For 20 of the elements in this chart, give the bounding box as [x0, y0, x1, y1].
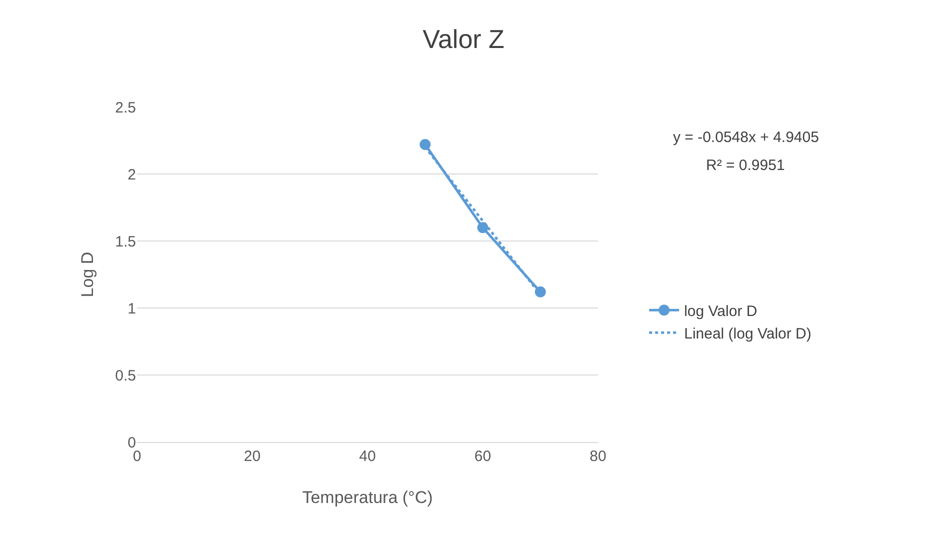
legend-label: Lineal (log Valor D) — [684, 326, 812, 342]
legend-label: log Valor D — [684, 303, 758, 320]
y-tick-label: 2.5 — [115, 99, 136, 116]
text: R² = 0.9951 — [706, 157, 785, 174]
y-axis-title: Log D — [78, 252, 97, 298]
y-tick-label: 0.5 — [115, 367, 136, 384]
x-tick-label: 60 — [474, 448, 492, 465]
y-tick-label: 1 — [128, 300, 136, 318]
text: y = -0.0548x + 4.9405 — [673, 129, 819, 146]
y-tick-label: 1.5 — [115, 233, 136, 250]
y-tick-label: 0 — [128, 434, 136, 452]
point — [534, 286, 546, 298]
x-tick-label: 40 — [359, 448, 376, 465]
point — [420, 139, 431, 150]
x-tick-label: 20 — [244, 448, 261, 465]
point — [477, 222, 488, 234]
chart-title: Valor Z — [422, 24, 505, 54]
x-axis-title: Temperatura (°C) — [302, 488, 433, 507]
x-tick-label: 80 — [590, 448, 606, 465]
y-tick-label: 2 — [128, 166, 136, 184]
